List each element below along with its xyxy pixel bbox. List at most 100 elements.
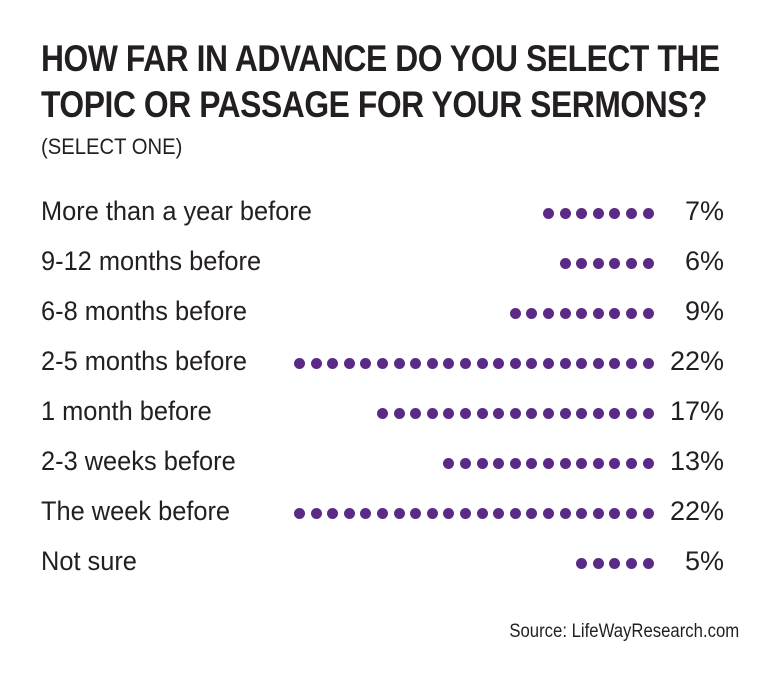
value-label: 13% — [669, 446, 724, 476]
data-dot — [625, 507, 637, 519]
data-dot — [509, 407, 521, 419]
data-dot — [576, 457, 588, 469]
category-label: 2-3 weeks before — [41, 446, 236, 476]
category-label: More than a year before — [41, 196, 312, 226]
data-dot — [592, 307, 604, 319]
data-dot — [443, 507, 455, 519]
data-dot — [609, 507, 621, 519]
data-dot — [327, 357, 339, 369]
data-dot — [542, 457, 554, 469]
data-dot — [559, 357, 571, 369]
data-dot — [509, 357, 521, 369]
data-dot — [393, 507, 405, 519]
data-dot — [327, 507, 339, 519]
data-dot — [509, 457, 521, 469]
data-dot — [310, 507, 322, 519]
data-dot — [393, 357, 405, 369]
data-dot — [625, 407, 637, 419]
category-label: The week before — [41, 496, 231, 526]
value-label: 22% — [669, 346, 724, 376]
chart-title: HOW FAR IN ADVANCE DO YOU SELECT THE TOP… — [41, 36, 720, 128]
data-dot — [642, 407, 654, 419]
data-dot — [509, 507, 521, 519]
data-dot — [360, 357, 372, 369]
data-dot — [576, 507, 588, 519]
data-dot — [343, 507, 355, 519]
data-dot — [293, 507, 305, 519]
data-dot — [609, 307, 621, 319]
data-dot — [609, 407, 621, 419]
data-dot — [625, 257, 637, 269]
data-dot — [410, 507, 422, 519]
data-dot — [576, 257, 588, 269]
data-dot — [542, 507, 554, 519]
data-dot — [443, 457, 455, 469]
data-dot — [625, 307, 637, 319]
data-dot — [459, 457, 471, 469]
data-dot — [592, 357, 604, 369]
data-dot — [459, 407, 471, 419]
data-dot — [509, 307, 521, 319]
data-dot — [343, 357, 355, 369]
data-dot — [493, 507, 505, 519]
data-dot — [642, 257, 654, 269]
value-label: 9% — [684, 296, 724, 326]
data-dot — [642, 557, 654, 569]
data-dot — [576, 357, 588, 369]
data-dot — [642, 207, 654, 219]
data-dot — [459, 507, 471, 519]
data-dot — [625, 207, 637, 219]
data-dot — [609, 257, 621, 269]
data-dot — [559, 507, 571, 519]
data-dot — [609, 557, 621, 569]
value-label: 7% — [684, 196, 724, 226]
category-label: 1 month before — [41, 396, 212, 426]
data-dot — [642, 457, 654, 469]
data-dot — [559, 257, 571, 269]
data-dot — [592, 257, 604, 269]
data-dot — [393, 407, 405, 419]
source-note: Source: LifeWayResearch.com — [509, 621, 739, 642]
data-dot — [426, 357, 438, 369]
data-dot — [443, 407, 455, 419]
data-dot — [493, 357, 505, 369]
chart-title-line-1: HOW FAR IN ADVANCE DO YOU SELECT THE — [41, 38, 720, 79]
data-dot — [592, 457, 604, 469]
category-label: 2-5 months before — [41, 346, 247, 376]
data-dot — [493, 457, 505, 469]
data-dot — [559, 207, 571, 219]
data-dot — [426, 507, 438, 519]
data-dot — [526, 507, 538, 519]
data-dot — [576, 407, 588, 419]
data-dot — [625, 557, 637, 569]
data-dot — [360, 507, 372, 519]
chart-subtitle: (SELECT ONE) — [41, 134, 183, 159]
data-dot — [526, 307, 538, 319]
category-label: 9-12 months before — [41, 246, 262, 276]
data-dot — [426, 407, 438, 419]
data-dot — [559, 407, 571, 419]
data-dot — [476, 507, 488, 519]
data-dot — [609, 207, 621, 219]
data-dot — [443, 357, 455, 369]
data-dot — [592, 557, 604, 569]
data-dot — [592, 207, 604, 219]
data-dot — [609, 457, 621, 469]
value-label: 5% — [684, 546, 724, 576]
data-dot — [476, 357, 488, 369]
data-dot — [642, 507, 654, 519]
data-dot — [310, 357, 322, 369]
data-dot — [526, 457, 538, 469]
data-dot — [476, 407, 488, 419]
data-dot — [576, 207, 588, 219]
data-dot — [559, 307, 571, 319]
category-label: Not sure — [41, 546, 137, 576]
data-dot — [293, 357, 305, 369]
category-label: 6-8 months before — [41, 296, 247, 326]
data-dot — [576, 557, 588, 569]
data-dot — [592, 407, 604, 419]
data-dot — [376, 507, 388, 519]
data-dot — [542, 407, 554, 419]
